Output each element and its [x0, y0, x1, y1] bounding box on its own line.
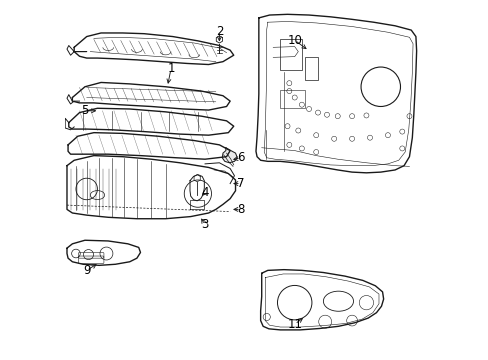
Bar [280, 90, 304, 108]
Text: 9: 9 [83, 264, 90, 277]
Text: 8: 8 [237, 203, 244, 216]
Text: 11: 11 [286, 318, 302, 331]
Text: 6: 6 [237, 151, 244, 164]
Bar [304, 57, 318, 80]
Text: 10: 10 [286, 33, 302, 47]
Text: 4: 4 [201, 186, 208, 199]
Text: 1: 1 [167, 62, 174, 75]
Text: 2: 2 [215, 25, 223, 38]
Polygon shape [222, 148, 237, 163]
Text: 3: 3 [201, 218, 208, 231]
Text: 5: 5 [81, 104, 88, 117]
Bar [280, 39, 301, 69]
Text: 7: 7 [237, 177, 244, 190]
